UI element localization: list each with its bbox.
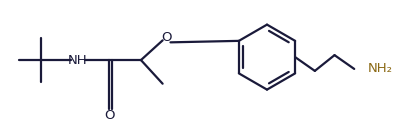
Text: O: O [161,31,172,44]
Text: NH₂: NH₂ [368,62,393,75]
Text: O: O [104,109,115,122]
Text: NH: NH [68,54,88,67]
